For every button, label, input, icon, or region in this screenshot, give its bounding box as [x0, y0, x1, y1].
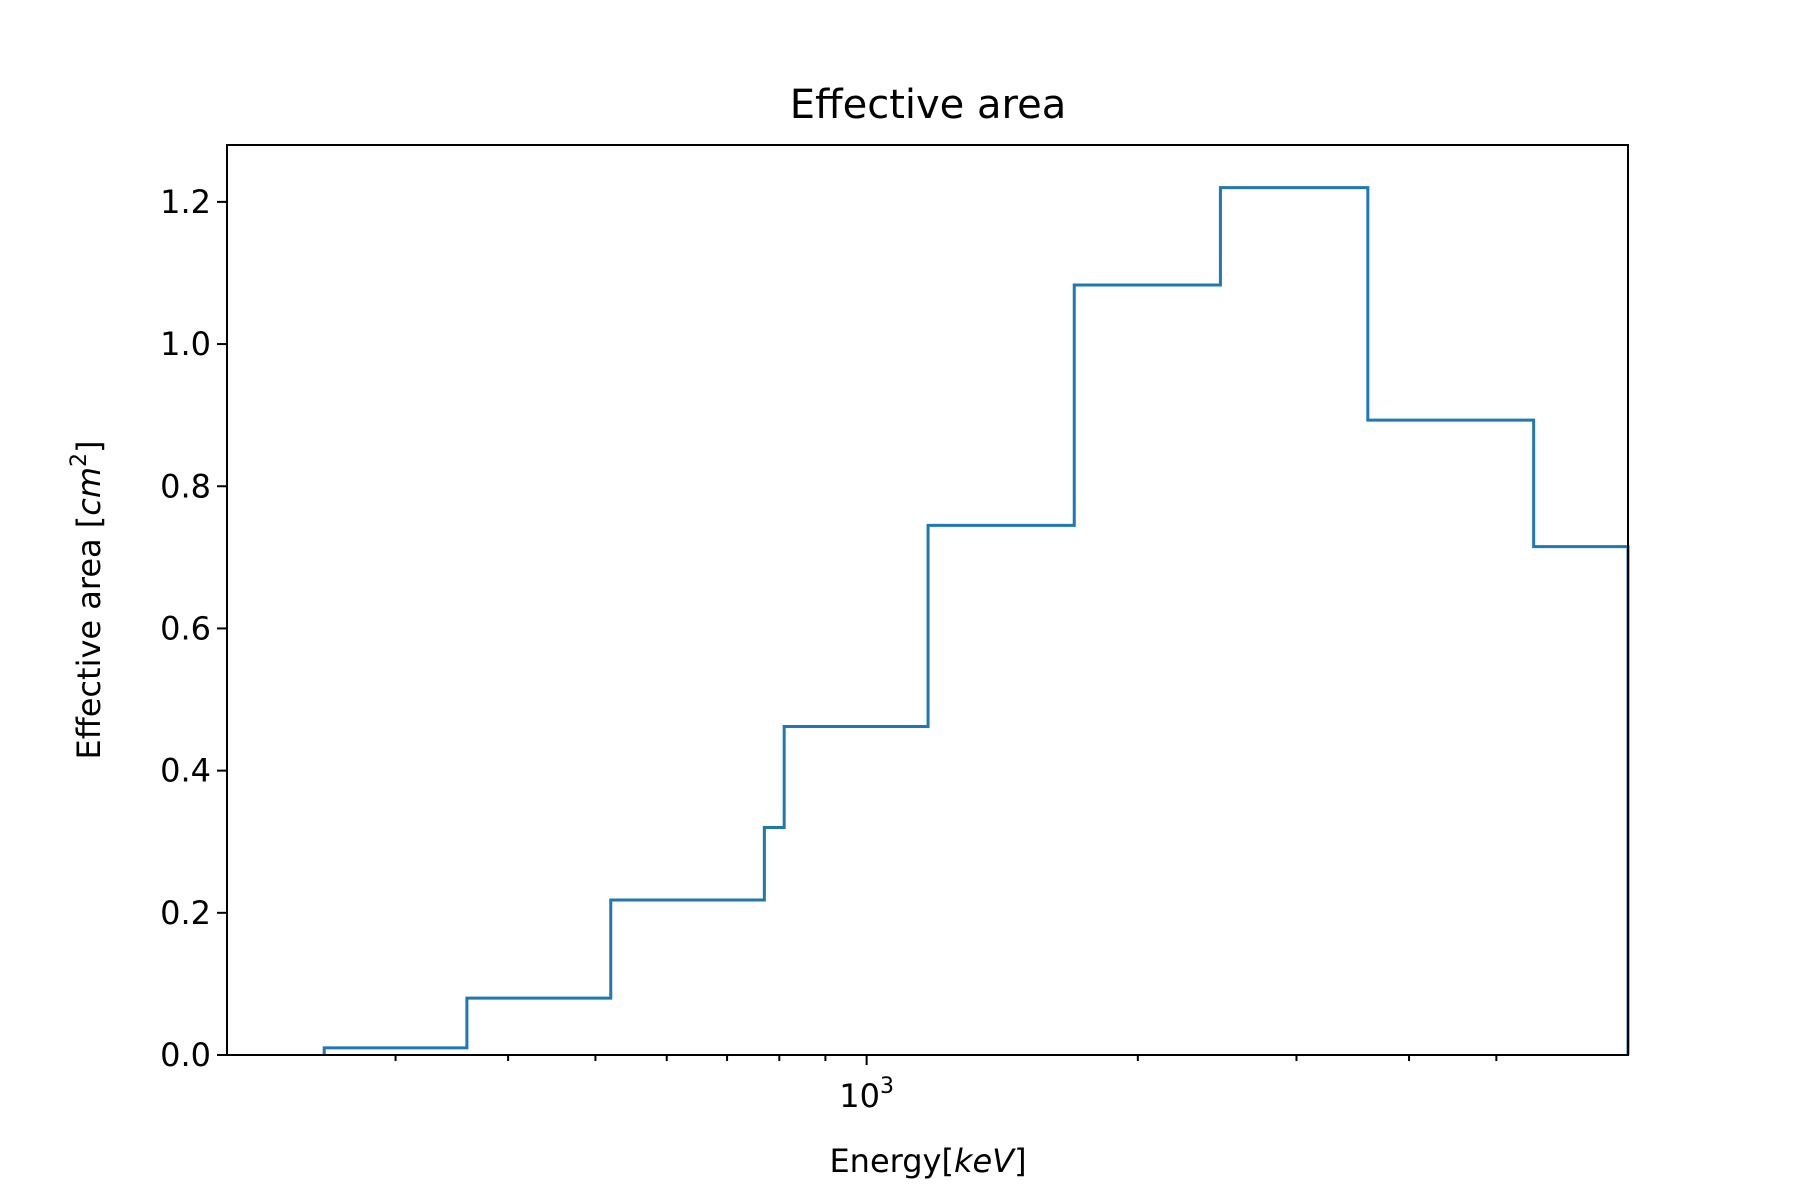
y-tick-label-5: 1.0 [160, 325, 211, 363]
y-axis-label-text: Effective area [70, 528, 108, 759]
x-axis-label-unit: keV [954, 1142, 1016, 1180]
effective-area-step-line [322, 186, 1630, 1055]
series-layer [322, 186, 1630, 1055]
y-tick-label-4: 0.8 [160, 467, 211, 505]
y-tick-label-1: 0.2 [160, 894, 211, 932]
x-axis-ticks: 103 [394, 1055, 1498, 1115]
y-tick-label-0: 0.0 [160, 1036, 211, 1074]
plot-frame [226, 144, 1629, 1056]
chart-title: Effective area [790, 82, 1066, 128]
x-tick-label-0: 103 [839, 1074, 894, 1115]
y-tick-label-3: 0.6 [160, 609, 211, 647]
y-axis-label-unit: cm [70, 467, 108, 516]
y-axis-label: Effective area [cm2] [67, 440, 108, 759]
x-axis-label-text: Energy [829, 1142, 941, 1180]
svg-text:Effective area [cm2]: Effective area [cm2] [67, 440, 108, 759]
y-axis-ticks: 0.0 0.2 0.4 0.6 0.8 1.0 1.2 [160, 183, 227, 1074]
y-axis-label-exponent: 2 [67, 453, 92, 467]
y-tick-label-6: 1.2 [160, 183, 211, 221]
x-axis-label: Energy[keV] [829, 1142, 1026, 1180]
y-tick-label-2: 0.4 [160, 752, 211, 790]
